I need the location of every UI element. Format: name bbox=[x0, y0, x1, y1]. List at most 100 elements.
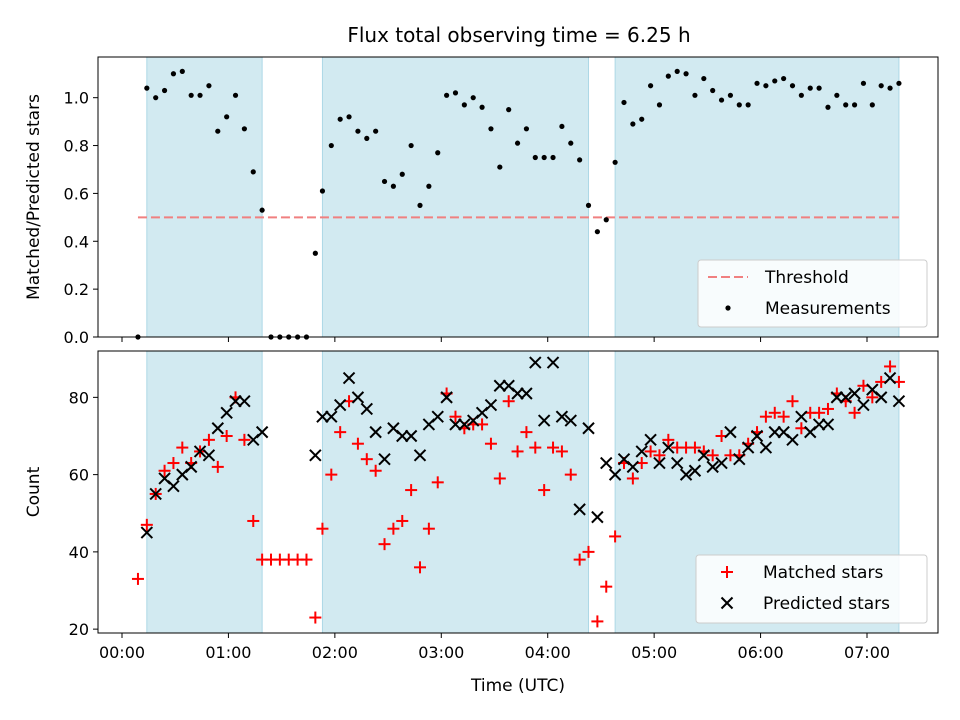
matched-star-point bbox=[609, 530, 622, 543]
x-b bbox=[413, 449, 427, 462]
measurement-point bbox=[479, 104, 485, 110]
matched-star-point bbox=[140, 518, 153, 531]
predicted-star-point bbox=[724, 425, 737, 439]
matched-star-point bbox=[131, 572, 144, 585]
legend-measurements-swatch bbox=[725, 305, 731, 311]
measurement-point bbox=[843, 102, 849, 108]
measurement-point bbox=[789, 83, 796, 89]
matched-star-point bbox=[591, 615, 604, 628]
predicted-star-point bbox=[564, 414, 577, 427]
measurement-point bbox=[259, 207, 265, 213]
measurement-point bbox=[887, 85, 893, 91]
matched-star-point bbox=[777, 410, 790, 423]
measurement-point bbox=[878, 83, 884, 89]
matched-star-point bbox=[247, 514, 260, 527]
x-b bbox=[555, 410, 569, 423]
matched-star-point bbox=[600, 580, 613, 593]
measurement-point bbox=[390, 183, 396, 189]
legend-measurements-label: Measurements bbox=[765, 299, 891, 319]
bottom-y-tick-label: 80 bbox=[69, 388, 89, 407]
predicted-star-point bbox=[211, 422, 224, 435]
predicted-star-point bbox=[733, 452, 746, 466]
predicted-star-point bbox=[608, 468, 622, 481]
matched-star-point bbox=[848, 406, 861, 419]
predicted-star-point bbox=[333, 398, 347, 412]
bottom-legend-box bbox=[695, 554, 928, 624]
measurement-point bbox=[497, 164, 503, 170]
predicted-star-point bbox=[635, 445, 648, 458]
matched-star-point bbox=[449, 410, 462, 423]
predicted-star-point bbox=[679, 468, 693, 481]
measurement-point bbox=[346, 114, 352, 120]
predicted-star-point bbox=[795, 410, 808, 423]
matched-star-point bbox=[238, 433, 251, 446]
measurement-point bbox=[834, 92, 840, 98]
chart-title: Flux total observing time = 6.25 h bbox=[347, 23, 690, 47]
predicted-star-point bbox=[741, 441, 755, 454]
predicted-star-point bbox=[378, 452, 391, 466]
x-b bbox=[883, 371, 897, 385]
x-tick-label: 06:00 bbox=[738, 643, 784, 662]
matched-star-point bbox=[520, 426, 533, 439]
matched-star-point bbox=[316, 522, 329, 535]
x-b bbox=[617, 452, 631, 466]
measurement-point bbox=[683, 71, 689, 77]
x-b bbox=[892, 395, 906, 408]
x-tick-label: 01:00 bbox=[205, 643, 251, 662]
top-legend-box bbox=[697, 259, 928, 328]
measurement-point bbox=[452, 90, 459, 96]
measurement-point bbox=[621, 99, 627, 106]
bottom-axes-frame bbox=[97, 350, 939, 634]
measurement-point bbox=[656, 102, 663, 108]
bottom-y-tick-label: 40 bbox=[69, 543, 89, 562]
x-b bbox=[720, 596, 734, 610]
x-b bbox=[316, 410, 329, 423]
predicted-star-point bbox=[600, 456, 613, 470]
predicted-star-point bbox=[149, 487, 162, 501]
x-b bbox=[608, 468, 622, 481]
matched-star-point bbox=[626, 472, 639, 485]
matched-star-point bbox=[431, 476, 444, 489]
measurement-point bbox=[241, 126, 247, 132]
predicted-star-point bbox=[220, 406, 233, 420]
x-b bbox=[821, 418, 835, 431]
measurement-point bbox=[718, 97, 725, 103]
top-y-axis-label: Matched/Predicted stars bbox=[24, 94, 44, 300]
top-y-tick-label: 0.0 bbox=[64, 328, 89, 347]
x-b bbox=[706, 460, 719, 474]
x-b bbox=[325, 410, 338, 423]
x-b bbox=[229, 395, 242, 408]
matched-star-point bbox=[176, 441, 189, 454]
x-b bbox=[874, 391, 888, 404]
x-b bbox=[848, 387, 861, 400]
x-b bbox=[697, 449, 711, 462]
predicted-star-point bbox=[342, 371, 356, 385]
x-b bbox=[149, 487, 162, 501]
matched-star-point bbox=[884, 360, 897, 373]
predicted-star-point bbox=[715, 456, 728, 470]
matched-star-point bbox=[786, 395, 799, 408]
x-b bbox=[378, 452, 391, 466]
predicted-star-point bbox=[768, 425, 781, 439]
ratio-panel: 0.0 0.2 0.4 0.6 0.8 1.0 Matched/Predicted sta… bbox=[24, 56, 939, 347]
predicted-star-point bbox=[706, 460, 719, 474]
measurement-point bbox=[337, 116, 343, 122]
predicted-star-point bbox=[626, 460, 640, 474]
predicted-star-point bbox=[582, 422, 595, 435]
x-b bbox=[573, 503, 586, 516]
x-b bbox=[309, 449, 322, 462]
predicted-star-point bbox=[167, 479, 180, 493]
measurement-point bbox=[461, 102, 467, 108]
x-tick-label: 02:00 bbox=[312, 643, 358, 662]
measurement-point bbox=[514, 140, 521, 146]
count-panel: 00:00 01:00 02:00 03:00 04:00 05:00 06:00 07:00… bbox=[24, 350, 939, 696]
predicted-star-point bbox=[229, 395, 242, 408]
measurement-point bbox=[232, 92, 239, 98]
predicted-star-point bbox=[309, 449, 322, 462]
x-b bbox=[759, 441, 773, 454]
predicted-star-point bbox=[484, 398, 498, 412]
x-b bbox=[404, 429, 418, 443]
top-y-tick-label: 0.8 bbox=[64, 137, 89, 156]
measurement-point bbox=[381, 178, 388, 185]
measurement-point bbox=[312, 250, 318, 256]
